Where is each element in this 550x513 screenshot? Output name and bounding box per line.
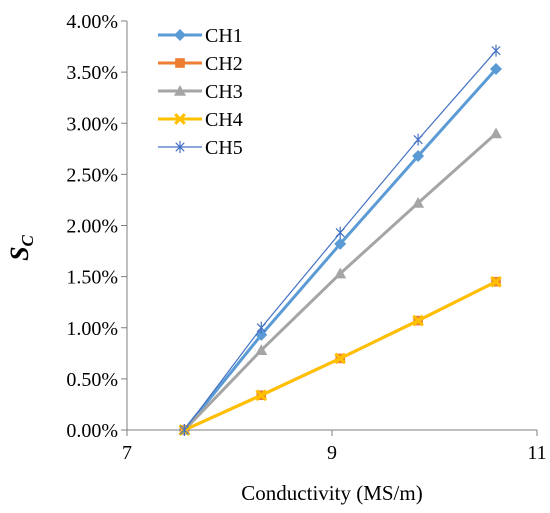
legend-item-ch5: CH5 <box>158 137 243 159</box>
point-marker <box>412 197 425 208</box>
point-marker <box>335 226 345 239</box>
legend-label: CH5 <box>205 137 243 159</box>
point-marker <box>412 314 424 327</box>
point-marker <box>255 344 268 356</box>
point-marker <box>413 133 423 146</box>
series-ch5 <box>179 44 501 436</box>
legend-item-ch1: CH1 <box>158 25 243 47</box>
y-tick-label: 3.50% <box>66 62 118 84</box>
x-tick-label: 9 <box>327 442 337 464</box>
y-tick-label: 3.00% <box>66 113 118 135</box>
legend-label: CH4 <box>205 109 243 131</box>
x-axis-title: Conductivity (MS/m) <box>241 481 422 505</box>
axes: 0.00% 0.50% 1.00% 1.50% 2.00% 2.50% 3.00% 3.50%… <box>66 11 546 464</box>
y-tick-label: 1.00% <box>66 318 118 340</box>
point-marker <box>179 424 190 436</box>
point-marker <box>490 127 502 139</box>
y-tick-label: 0.50% <box>66 369 118 391</box>
point-marker <box>174 113 186 125</box>
point-marker <box>175 58 185 68</box>
x-tick-label: 11 <box>527 442 546 464</box>
legend: CH1 CH2 CH3 CH4 CH5 <box>158 25 243 159</box>
legend-label: CH2 <box>205 53 243 75</box>
point-marker <box>490 275 502 288</box>
y-tick-label: 4.00% <box>66 11 118 33</box>
legend-item-ch2: CH2 <box>158 53 243 75</box>
point-marker <box>255 389 268 402</box>
series-ch3 <box>178 127 502 435</box>
y-axis-title: SC <box>5 234 37 260</box>
point-marker <box>334 237 347 250</box>
legend-label: CH3 <box>205 81 243 103</box>
y-axis-title-main: S <box>5 246 34 260</box>
series-line <box>183 132 497 432</box>
point-marker <box>174 85 186 96</box>
x-tick-label: 7 <box>122 442 132 464</box>
legend-label: CH1 <box>205 25 243 47</box>
legend-item-ch4: CH4 <box>158 109 243 131</box>
point-marker <box>334 352 347 365</box>
series-group <box>178 44 502 436</box>
y-axis-title-sub: C <box>18 234 37 246</box>
point-marker <box>412 149 425 162</box>
legend-item-ch3: CH3 <box>158 81 243 103</box>
y-tick-label: 2.00% <box>66 216 118 238</box>
point-marker <box>175 141 185 153</box>
point-marker <box>334 267 347 279</box>
y-tick-label: 0.00% <box>66 420 118 442</box>
point-marker <box>174 29 186 41</box>
point-marker <box>490 63 502 76</box>
y-tick-label: 1.50% <box>66 267 118 289</box>
point-marker <box>256 321 266 334</box>
point-marker <box>491 44 501 57</box>
y-tick-label: 2.50% <box>66 164 118 186</box>
